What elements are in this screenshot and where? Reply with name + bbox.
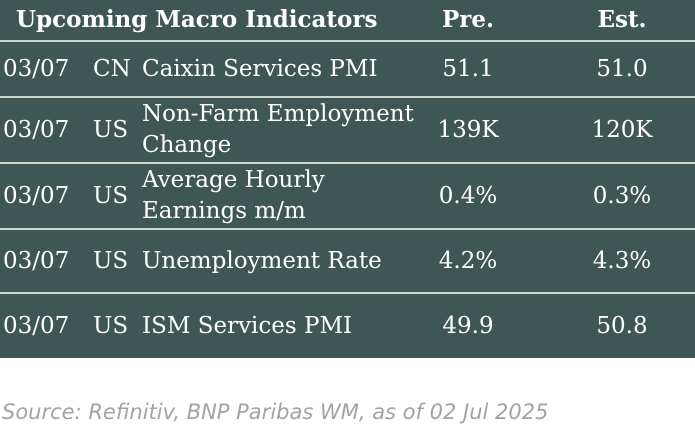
previous-column-header: Pre. [441, 6, 495, 33]
table-header: Upcoming Macro Indicators Pre. Est. [0, 0, 695, 40]
row-previous-value: 4.2% [438, 248, 498, 274]
table-row: 03/07 US Average Hourly Earnings m/m 0.4… [0, 164, 695, 228]
row-divider [0, 40, 695, 42]
row-indicator-name: Caixin Services PMI [142, 55, 378, 82]
row-indicator-name: Unemployment Rate [142, 247, 382, 274]
source-note: Source: Refinitiv, BNP Paribas WM, as of… [2, 400, 549, 424]
row-previous-value: 0.4% [438, 183, 498, 209]
row-date: 03/07 [3, 56, 70, 82]
row-estimate-value: 50.8 [596, 313, 648, 339]
macro-indicators-table: Upcoming Macro Indicators Pre. Est. 03/0… [0, 0, 695, 358]
table-row: 03/07 US Non-Farm Employment Change 139K… [0, 98, 695, 162]
row-country: US [93, 248, 129, 274]
row-country: US [93, 313, 129, 339]
row-estimate-value: 51.0 [596, 56, 648, 82]
row-estimate-value: 0.3% [592, 183, 652, 209]
row-country: US [93, 117, 129, 143]
row-date: 03/07 [3, 117, 70, 143]
row-country: US [93, 183, 129, 209]
table-title: Upcoming Macro Indicators [16, 6, 378, 33]
row-previous-value: 51.1 [442, 56, 494, 82]
row-divider [0, 228, 695, 230]
row-date: 03/07 [3, 183, 70, 209]
row-indicator-name: ISM Services PMI [142, 312, 353, 339]
estimate-column-header: Est. [597, 6, 647, 33]
row-divider [0, 96, 695, 98]
row-estimate-value: 120K [591, 117, 653, 143]
row-divider [0, 162, 695, 164]
row-estimate-value: 4.3% [592, 248, 652, 274]
row-divider [0, 292, 695, 294]
row-previous-value: 49.9 [442, 313, 494, 339]
row-previous-value: 139K [437, 117, 499, 143]
row-date: 03/07 [3, 248, 70, 274]
row-indicator-name: Non-Farm Employment Change [142, 101, 414, 158]
table-row: 03/07 US ISM Services PMI 49.9 50.8 [0, 294, 695, 358]
table-row: 03/07 CN Caixin Services PMI 51.1 51.0 [0, 42, 695, 96]
row-country: CN [93, 56, 131, 82]
row-indicator-name: Average Hourly Earnings m/m [142, 167, 325, 224]
table-row: 03/07 US Unemployment Rate 4.2% 4.3% [0, 230, 695, 292]
row-date: 03/07 [3, 313, 70, 339]
